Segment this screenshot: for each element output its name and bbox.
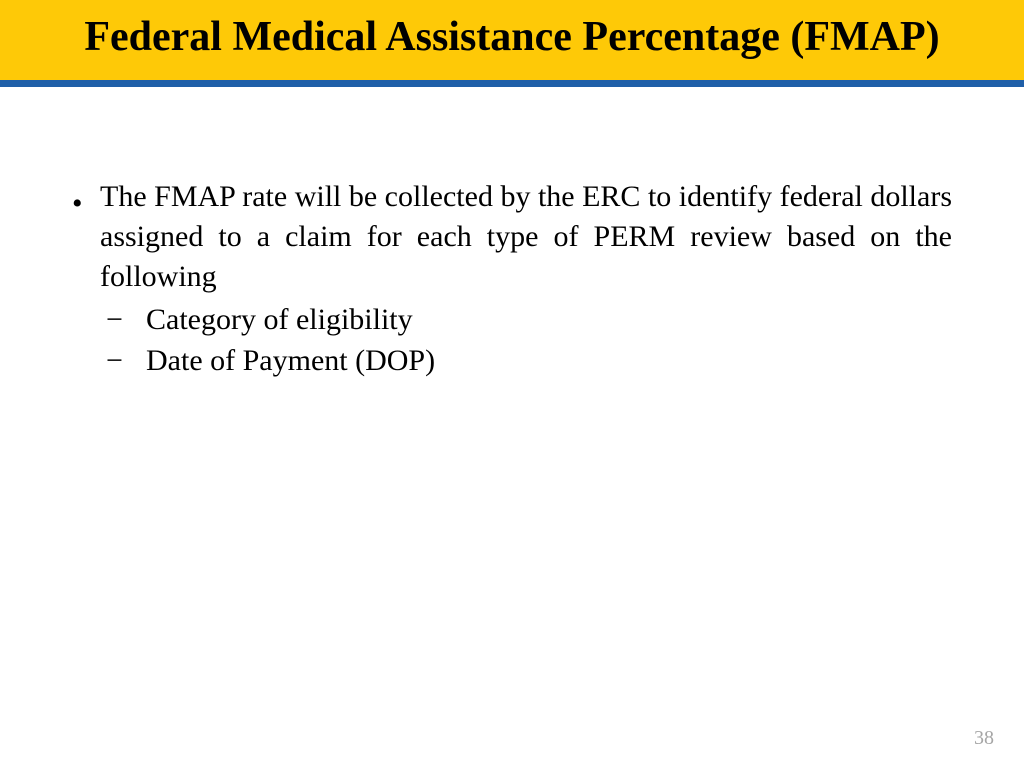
sub-bullet-item: − Date of Payment (DOP)	[106, 341, 952, 382]
sub-bullet-list: − Category of eligibility − Date of Paym…	[72, 300, 952, 381]
sub-bullet-text: Category of eligibility	[146, 300, 952, 341]
bullet-item: • The FMAP rate will be collected by the…	[72, 177, 952, 296]
slide-title: Federal Medical Assistance Percentage (F…	[20, 12, 1004, 62]
bullet-text: The FMAP rate will be collected by the E…	[100, 177, 952, 296]
page-number: 38	[974, 727, 994, 750]
sub-bullet-item: − Category of eligibility	[106, 300, 952, 341]
sub-bullet-marker: −	[106, 300, 146, 341]
title-header: Federal Medical Assistance Percentage (F…	[0, 0, 1024, 80]
sub-bullet-marker: −	[106, 341, 146, 382]
bullet-marker: •	[72, 177, 100, 219]
sub-bullet-text: Date of Payment (DOP)	[146, 341, 952, 382]
header-divider	[0, 80, 1024, 87]
slide-body: • The FMAP rate will be collected by the…	[0, 87, 1024, 381]
